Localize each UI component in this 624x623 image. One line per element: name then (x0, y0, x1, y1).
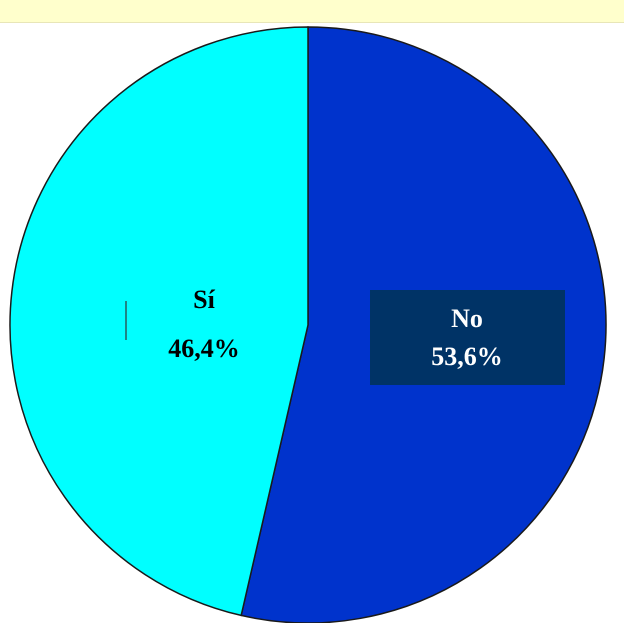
label-box-no (370, 290, 565, 385)
pie-slice-s (9, 26, 309, 617)
header-band (0, 0, 624, 23)
slice-category-label-no: No (451, 304, 483, 333)
slice-value-label-no: 53,6% (431, 342, 503, 371)
pie-labels: No 53,6% Sí 46,4% (168, 285, 565, 385)
slice-value-label-si: 46,4% (168, 334, 240, 363)
slice-category-label-si: Sí (193, 285, 215, 314)
